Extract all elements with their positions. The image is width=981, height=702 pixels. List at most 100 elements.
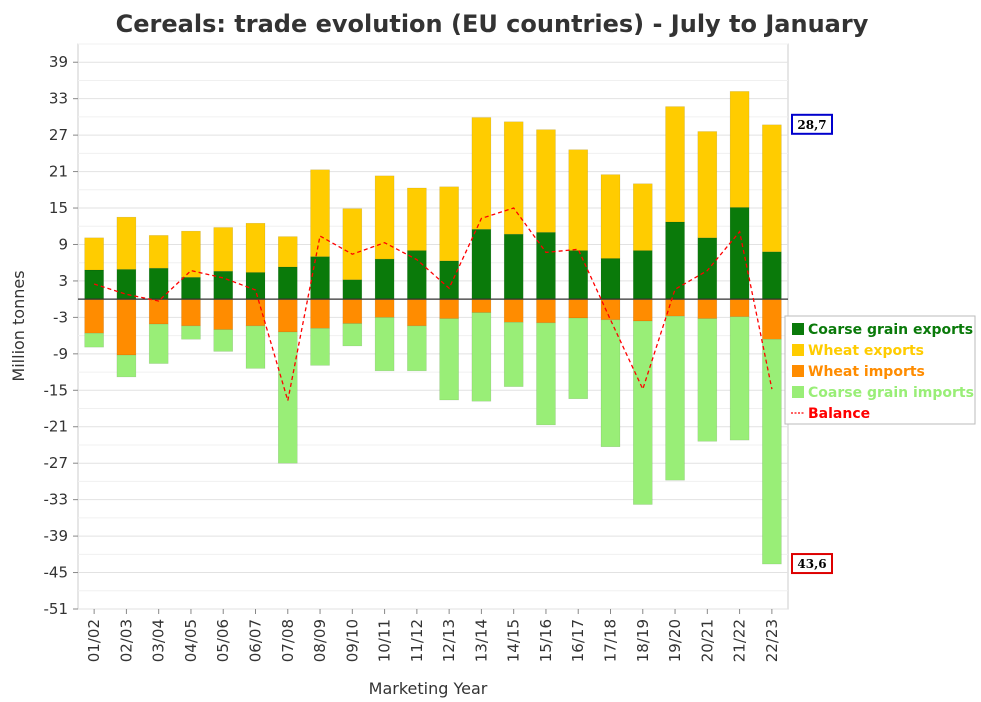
bar-coarse-grain-imports [536, 322, 556, 426]
bar-coarse-grain-imports [116, 354, 137, 378]
bar-wheat-imports [342, 298, 363, 324]
bar-wheat-imports [148, 298, 169, 325]
bar-wheat-exports [342, 208, 363, 280]
bar-coarse-grain-exports [407, 250, 427, 300]
bar-wheat-imports [116, 298, 137, 356]
x-tick-label: 11/12 [408, 619, 426, 662]
bar-coarse-grain-imports [665, 315, 685, 481]
bar-wheat-imports [310, 298, 330, 329]
bar-wheat-exports [278, 236, 298, 268]
bar-coarse-grain-exports [342, 279, 363, 300]
bar-wheat-exports [84, 237, 104, 271]
x-tick-label: 19/20 [666, 619, 684, 662]
y-tick-label: 27 [49, 126, 68, 144]
bar-coarse-grain-imports [148, 323, 169, 364]
bar-coarse-grain-exports [374, 258, 395, 300]
y-tick-label: 39 [49, 53, 68, 71]
legend: Coarse grain exports Wheat exports Wheat i… [784, 315, 976, 425]
bar-coarse-grain-imports [439, 318, 459, 401]
x-tick-label: 22/23 [763, 619, 781, 662]
bar-coarse-grain-imports [245, 325, 266, 369]
bars [84, 91, 782, 565]
bar-coarse-grain-exports [245, 272, 266, 300]
bar-wheat-exports [762, 124, 782, 253]
legend-swatch [792, 323, 804, 335]
bar-coarse-grain-exports [568, 250, 588, 300]
bar-wheat-imports [536, 298, 556, 324]
callout-box [791, 113, 833, 135]
bar-coarse-grain-imports [84, 332, 104, 348]
bar-coarse-grain-imports [600, 319, 621, 448]
y-tick-label: -21 [44, 418, 69, 436]
bar-wheat-exports [310, 169, 330, 257]
x-tick-label: 18/19 [634, 619, 652, 662]
bar-wheat-exports [600, 174, 621, 259]
bar-coarse-grain-imports [471, 312, 492, 402]
legend-label: Wheat imports [808, 364, 925, 380]
x-tick-label: 15/16 [537, 619, 555, 662]
bar-coarse-grain-exports [697, 237, 718, 300]
legend-swatch [792, 386, 804, 398]
legend-swatch [792, 365, 804, 377]
bar-coarse-grain-exports [503, 233, 524, 300]
y-axis-label: Million tonnes [9, 270, 28, 381]
x-tick-label: 20/21 [698, 619, 716, 662]
bar-coarse-grain-exports [116, 269, 137, 300]
callout-label: 43,6 [797, 557, 826, 571]
bar-wheat-imports [278, 298, 298, 333]
callouts: 28,7 43,6 [791, 113, 833, 575]
bar-coarse-grain-imports [503, 321, 524, 387]
bar-wheat-exports [213, 227, 233, 272]
bar-wheat-imports [407, 298, 427, 327]
bar-wheat-exports [148, 235, 169, 269]
bar-coarse-grain-imports [342, 323, 363, 347]
x-tick-label: 14/15 [505, 619, 523, 662]
legend-label: Wheat exports [808, 343, 924, 359]
x-tick-label: 08/09 [311, 619, 329, 662]
bar-wheat-imports [729, 298, 750, 318]
balance-line-group [93, 207, 773, 401]
bar-coarse-grain-imports [213, 329, 233, 352]
bar-wheat-imports [697, 298, 718, 319]
x-tick-label: 21/22 [731, 619, 749, 662]
x-tick-label: 05/06 [214, 619, 232, 662]
bar-wheat-exports [729, 91, 750, 208]
chart-title: Cereals: trade evolution (EU countries) … [116, 10, 869, 38]
legend-label: Coarse grain imports [808, 385, 974, 401]
bar-wheat-imports [213, 298, 233, 330]
bar-coarse-grain-imports [633, 320, 653, 505]
x-tick-label: 17/18 [602, 619, 620, 662]
y-tick-label: -27 [44, 454, 69, 472]
bar-coarse-grain-exports [278, 266, 298, 300]
y-tick-label: -9 [53, 345, 68, 363]
y-tick-label: -45 [44, 564, 69, 582]
bar-wheat-exports [374, 175, 395, 260]
bar-wheat-imports [245, 298, 266, 327]
x-tick-label: 10/11 [376, 619, 394, 662]
x-tick-label: 03/04 [150, 619, 168, 662]
bar-wheat-imports [374, 298, 395, 318]
legend-label: Balance [808, 406, 870, 422]
y-tick-label: 15 [49, 199, 68, 217]
y-tick-label: -51 [44, 600, 69, 618]
bar-coarse-grain-exports [181, 277, 201, 300]
x-tick-label: 07/08 [279, 619, 297, 662]
bar-coarse-grain-exports [762, 251, 782, 300]
x-tick-label: 02/03 [117, 619, 135, 662]
bar-coarse-grain-exports [148, 267, 169, 300]
legend-swatch [792, 344, 804, 356]
x-tick-label: 12/13 [440, 619, 458, 662]
bar-wheat-imports [665, 298, 685, 317]
bar-coarse-grain-exports [471, 229, 492, 300]
bar-wheat-exports [439, 186, 459, 262]
bar-coarse-grain-imports [697, 318, 718, 442]
x-tick-label: 04/05 [182, 619, 200, 662]
x-tick-label: 13/14 [472, 619, 490, 662]
bar-wheat-imports [633, 298, 653, 322]
bar-wheat-exports [471, 117, 492, 230]
bar-coarse-grain-imports [407, 325, 427, 372]
y-tick-label: -39 [44, 527, 69, 545]
x-tick-label: 01/02 [85, 619, 103, 662]
y-tick-label: -3 [53, 308, 68, 326]
